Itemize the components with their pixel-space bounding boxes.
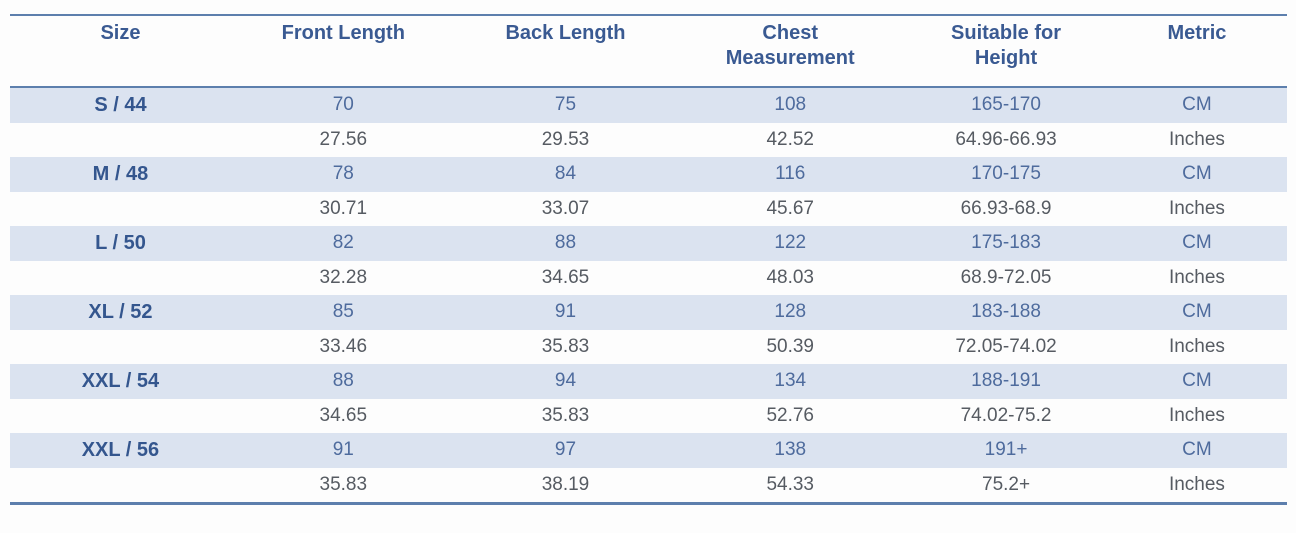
table-row-m48-cm: M / 48 78 84 116 170-175 CM bbox=[10, 157, 1287, 192]
chest-cell: 52.76 bbox=[766, 404, 814, 426]
column-header-chest-measurement: Chest Measurement bbox=[725, 22, 855, 69]
chest-cell: 48.03 bbox=[766, 266, 814, 288]
metric-cell: Inches bbox=[1168, 335, 1225, 357]
height-cell: 175-183 bbox=[971, 232, 1041, 254]
column-header-suitable-for-height: Suitable for Height bbox=[951, 22, 1062, 69]
height-cell: 191+ bbox=[984, 439, 1028, 461]
size-chart-table: Size Front Length Back Length Chest Meas… bbox=[10, 14, 1287, 505]
back-length-cell: 33.07 bbox=[541, 197, 590, 219]
table-row-xxl56-inches: 35.83 38.19 54.33 75.2+ Inches bbox=[10, 468, 1287, 503]
height-cell: 188-191 bbox=[971, 370, 1041, 392]
size-cell: XXL / 56 bbox=[81, 438, 160, 461]
front-length-cell: 32.28 bbox=[319, 266, 368, 288]
size-cell: XXL / 54 bbox=[81, 369, 160, 392]
column-header-size: Size bbox=[100, 22, 141, 44]
column-header-front-length: Front Length bbox=[281, 22, 405, 44]
height-cell: 68.9-72.05 bbox=[960, 266, 1052, 288]
table-row-xxl54-cm: XXL / 54 88 94 134 188-191 CM bbox=[10, 364, 1287, 399]
front-length-cell: 82 bbox=[332, 232, 354, 254]
metric-cell: CM bbox=[1182, 232, 1212, 254]
metric-cell: CM bbox=[1182, 301, 1212, 323]
height-cell: 183-188 bbox=[971, 301, 1041, 323]
back-length-cell: 75 bbox=[554, 94, 577, 116]
metric-cell: CM bbox=[1182, 163, 1212, 185]
back-length-cell: 97 bbox=[554, 439, 577, 461]
size-cell: L / 50 bbox=[95, 231, 146, 254]
front-length-cell: 30.71 bbox=[319, 197, 368, 219]
back-length-cell: 91 bbox=[554, 301, 577, 323]
size-cell: M / 48 bbox=[92, 162, 149, 185]
chest-cell: 138 bbox=[774, 439, 807, 461]
back-length-cell: 84 bbox=[554, 163, 577, 185]
front-length-cell: 88 bbox=[332, 370, 354, 392]
chest-cell: 50.39 bbox=[766, 335, 814, 357]
metric-cell: Inches bbox=[1168, 266, 1225, 288]
column-header-metric: Metric bbox=[1167, 22, 1227, 44]
height-cell: 170-175 bbox=[971, 163, 1041, 185]
back-length-cell: 38.19 bbox=[541, 473, 590, 495]
front-length-cell: 27.56 bbox=[319, 128, 368, 150]
column-header-back-length: Back Length bbox=[505, 22, 626, 44]
height-cell: 66.93-68.9 bbox=[960, 197, 1052, 219]
metric-cell: CM bbox=[1182, 370, 1212, 392]
size-cell: XL / 52 bbox=[88, 300, 153, 323]
table-top-border bbox=[10, 14, 1287, 16]
height-cell: 74.02-75.2 bbox=[960, 404, 1052, 426]
front-length-cell: 33.46 bbox=[319, 335, 368, 357]
chest-cell: 116 bbox=[775, 163, 806, 185]
back-length-cell: 88 bbox=[554, 232, 577, 254]
front-length-cell: 91 bbox=[332, 439, 354, 461]
table-row-xxl54-inches: 34.65 35.83 52.76 74.02-75.2 Inches bbox=[10, 399, 1287, 434]
table-row-m48-inches: 30.71 33.07 45.67 66.93-68.9 Inches bbox=[10, 192, 1287, 227]
front-length-cell: 85 bbox=[332, 301, 354, 323]
metric-cell: Inches bbox=[1168, 473, 1225, 495]
back-length-cell: 35.83 bbox=[541, 404, 590, 426]
front-length-cell: 78 bbox=[332, 163, 354, 185]
table-row-xl52-inches: 33.46 35.83 50.39 72.05-74.02 Inches bbox=[10, 330, 1287, 365]
back-length-cell: 94 bbox=[554, 370, 577, 392]
table-row-xxl56-cm: XXL / 56 91 97 138 191+ CM bbox=[10, 433, 1287, 468]
chest-cell: 128 bbox=[774, 301, 807, 323]
chest-cell: 45.67 bbox=[766, 197, 814, 219]
table-bottom-border bbox=[10, 502, 1287, 505]
chest-cell: 134 bbox=[774, 370, 807, 392]
table-row-s44-cm: S / 44 70 75 108 165-170 CM bbox=[10, 88, 1287, 123]
chest-cell: 54.33 bbox=[766, 473, 814, 495]
table-row-s44-inches: 27.56 29.53 42.52 64.96-66.93 Inches bbox=[10, 123, 1287, 158]
table-row-xl52-cm: XL / 52 85 91 128 183-188 CM bbox=[10, 295, 1287, 330]
size-cell: S / 44 bbox=[94, 93, 147, 116]
table-row-l50-inches: 32.28 34.65 48.03 68.9-72.05 Inches bbox=[10, 261, 1287, 296]
back-length-cell: 34.65 bbox=[541, 266, 590, 288]
back-length-cell: 35.83 bbox=[541, 335, 590, 357]
front-length-cell: 70 bbox=[332, 94, 354, 116]
front-length-cell: 34.65 bbox=[319, 404, 368, 426]
metric-cell: Inches bbox=[1168, 197, 1225, 219]
metric-cell: CM bbox=[1182, 439, 1212, 461]
metric-cell: Inches bbox=[1168, 404, 1225, 426]
metric-cell: Inches bbox=[1168, 128, 1225, 150]
height-cell: 165-170 bbox=[971, 94, 1041, 116]
header-separator bbox=[10, 86, 1287, 88]
height-cell: 75.2+ bbox=[982, 473, 1031, 495]
chest-cell: 108 bbox=[774, 94, 807, 116]
chest-cell: 122 bbox=[774, 232, 807, 254]
table-row-l50-cm: L / 50 82 88 122 175-183 CM bbox=[10, 226, 1287, 261]
metric-cell: CM bbox=[1182, 94, 1212, 116]
height-cell: 72.05-74.02 bbox=[955, 335, 1057, 357]
height-cell: 64.96-66.93 bbox=[955, 128, 1057, 150]
table-header-row: Size Front Length Back Length Chest Meas… bbox=[10, 16, 1287, 86]
back-length-cell: 29.53 bbox=[541, 128, 590, 150]
front-length-cell: 35.83 bbox=[319, 473, 368, 495]
chest-cell: 42.52 bbox=[766, 128, 814, 150]
